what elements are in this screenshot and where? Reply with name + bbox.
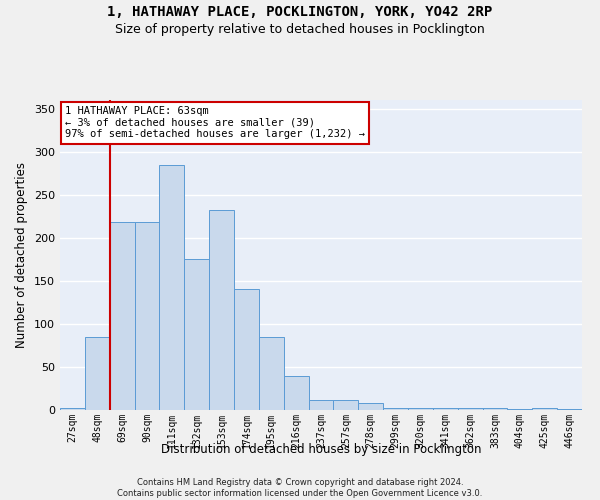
- Bar: [284, 376, 308, 410]
- Bar: [134, 222, 160, 410]
- Bar: [532, 408, 557, 410]
- Bar: [433, 408, 458, 410]
- Text: 1, HATHAWAY PLACE, POCKLINGTON, YORK, YO42 2RP: 1, HATHAWAY PLACE, POCKLINGTON, YORK, YO…: [107, 5, 493, 19]
- Text: 1 HATHAWAY PLACE: 63sqm
← 3% of detached houses are smaller (39)
97% of semi-det: 1 HATHAWAY PLACE: 63sqm ← 3% of detached…: [65, 106, 365, 140]
- Bar: [334, 400, 358, 410]
- Text: Contains HM Land Registry data © Crown copyright and database right 2024.
Contai: Contains HM Land Registry data © Crown c…: [118, 478, 482, 498]
- Bar: [259, 337, 284, 410]
- Bar: [60, 408, 85, 410]
- Bar: [508, 409, 532, 410]
- Bar: [482, 408, 508, 410]
- Bar: [458, 408, 482, 410]
- Bar: [184, 260, 209, 410]
- Bar: [160, 164, 184, 410]
- Y-axis label: Number of detached properties: Number of detached properties: [16, 162, 28, 348]
- Bar: [308, 400, 334, 410]
- Bar: [209, 210, 234, 410]
- Text: Size of property relative to detached houses in Pocklington: Size of property relative to detached ho…: [115, 22, 485, 36]
- Bar: [110, 222, 134, 410]
- Bar: [234, 290, 259, 410]
- Bar: [408, 408, 433, 410]
- Bar: [358, 403, 383, 410]
- Bar: [557, 409, 582, 410]
- Bar: [85, 337, 110, 410]
- Text: Distribution of detached houses by size in Pocklington: Distribution of detached houses by size …: [161, 442, 481, 456]
- Bar: [383, 408, 408, 410]
